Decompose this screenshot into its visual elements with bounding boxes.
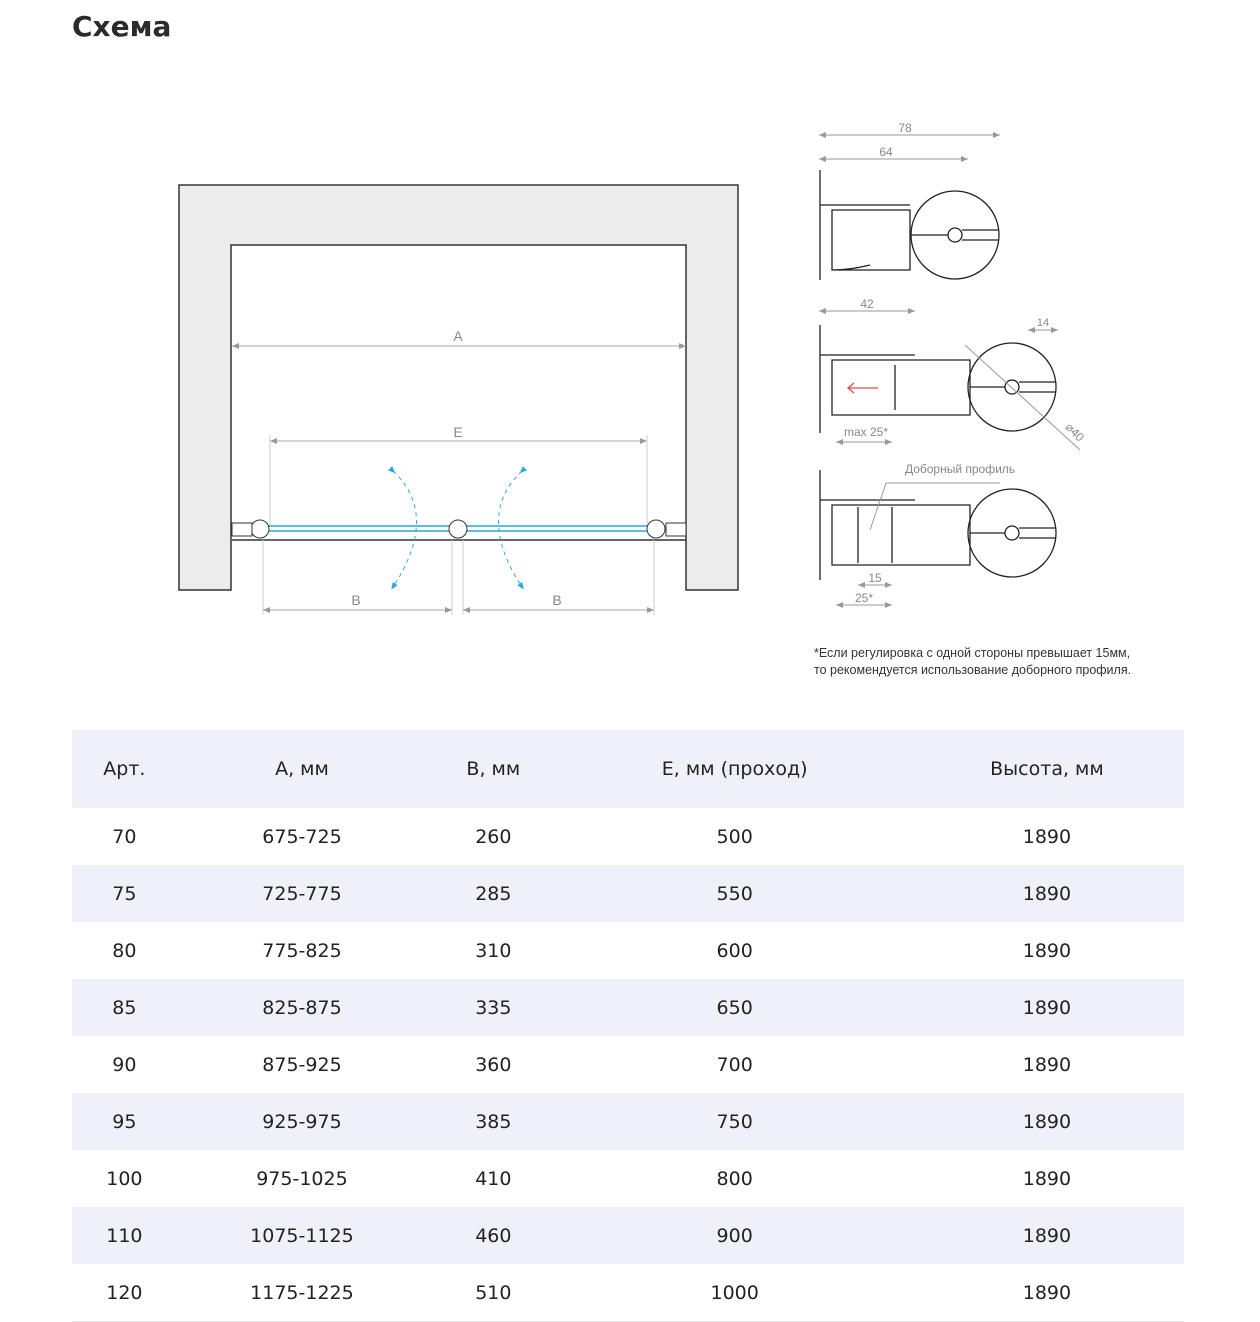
label-b-left: B (351, 592, 360, 608)
table-cell: 510 (427, 1264, 560, 1322)
table-cell: 1000 (559, 1264, 910, 1322)
table-row: 85 825-875 335 650 1890 (72, 979, 1184, 1036)
label-e: E (453, 424, 462, 440)
table-cell: 85 (72, 979, 177, 1036)
table-cell: 1890 (909, 1264, 1184, 1322)
table-row: 95 925-975 385 750 1890 (72, 1093, 1184, 1150)
profile-2 (819, 325, 1057, 433)
profile-1 (819, 170, 1000, 280)
table-cell: 285 (427, 865, 560, 922)
table-cell: 925-975 (176, 1093, 428, 1150)
table-cell: 385 (427, 1093, 560, 1150)
table-cell: 460 (427, 1207, 560, 1264)
table-cell: 1175-1225 (176, 1264, 428, 1322)
table-cell: 100 (106, 1167, 143, 1190)
profile-3 (819, 470, 1057, 580)
column-header: B, мм (427, 730, 560, 808)
table-cell: 90 (112, 1053, 137, 1076)
table-cell: 1075-1125 (176, 1207, 428, 1264)
dim-15: 15 (868, 571, 882, 585)
table-row: 100 975-1025 410 800 1890 (72, 1150, 1184, 1207)
table-cell: 725-775 (176, 865, 428, 922)
sizes-table: Арт. A, мм B, мм E, мм (проход) Высота, мм 7… (72, 730, 1184, 1322)
table-row: 110 1075-1125 460 900 1890 (72, 1207, 1184, 1264)
dim-25: 25* (855, 591, 873, 605)
table-cell: 310 (475, 939, 512, 962)
dim-78: 78 (898, 121, 912, 135)
glass-left (261, 525, 456, 532)
table-cell: 120 (72, 1264, 177, 1322)
table-row: 70 675-725 260 500 1890 (72, 808, 1184, 865)
table-row: 75 725-775 285 550 1890 (72, 865, 1184, 922)
adjust-arrow-icon (846, 382, 878, 394)
hinge-center (448, 519, 468, 539)
table-cell: 550 (559, 865, 910, 922)
label-a: A (453, 328, 463, 344)
table-cell: 875-925 (262, 1053, 342, 1076)
table-cell: 900 (559, 1207, 910, 1264)
table-cell: 1890 (909, 1093, 1184, 1150)
table-cell: 500 (716, 825, 753, 848)
table-cell: 410 (475, 1167, 512, 1190)
table-header-row: Арт. A, мм B, мм E, мм (проход) Высота, мм (72, 730, 1184, 808)
dim-diam40: ⌀40 (1063, 420, 1088, 445)
table-cell: 800 (716, 1167, 753, 1190)
table-cell: 600 (716, 939, 753, 962)
table-cell: 335 (427, 979, 560, 1036)
table-cell: 1890 (1022, 939, 1072, 962)
table-cell: 110 (72, 1207, 177, 1264)
table-cell: 80 (112, 939, 137, 962)
table-cell: 650 (559, 979, 910, 1036)
table-cell: 360 (475, 1053, 512, 1076)
profile-diagrams: 78 64 42 14 max 25* ⌀40 Доборный профиль… (819, 121, 1088, 608)
table-cell: 825-875 (176, 979, 428, 1036)
table-cell: 1890 (909, 865, 1184, 922)
column-header: Арт. (72, 730, 177, 808)
table-cell: 75 (72, 865, 177, 922)
table-row: 80 775-825 310 600 1890 (72, 922, 1184, 979)
page-title: Схема (72, 10, 172, 43)
hinge-right (646, 519, 666, 539)
table-cell: 1890 (1022, 1167, 1072, 1190)
note-line-2: то рекомендуется использование доборного… (814, 663, 1132, 677)
table-cell: 260 (475, 825, 512, 848)
column-header: E, мм (проход) (559, 730, 910, 808)
table-cell: 1890 (1022, 1053, 1072, 1076)
table-cell: 750 (559, 1093, 910, 1150)
table-cell: 775-825 (262, 939, 342, 962)
note-line-1: *Если регулировка с одной стороны превыш… (814, 646, 1131, 660)
table-cell: 675-725 (262, 825, 342, 848)
table-cell: 1890 (1022, 825, 1072, 848)
dim-64: 64 (879, 145, 893, 159)
shower-plan-diagram: A E B B (178, 184, 739, 615)
column-header: Высота, мм (909, 730, 1184, 808)
dim-14: 14 (1037, 317, 1049, 329)
table-cell: 70 (112, 825, 137, 848)
table-cell: 975-1025 (256, 1167, 348, 1190)
swing-arrows (388, 466, 527, 590)
column-header: A, мм (176, 730, 428, 808)
table-cell: 95 (72, 1093, 177, 1150)
table-body: 70 675-725 260 500 1890 75 725-775 285 550 1890 80… (72, 808, 1184, 1322)
wall-outline (178, 184, 739, 591)
label-b-right: B (552, 592, 561, 608)
table-cell: 1890 (909, 979, 1184, 1036)
table-row: 120 1175-1225 510 1000 1890 (72, 1264, 1184, 1322)
extra-profile-label: Доборный профиль (905, 462, 1015, 476)
glass-right (462, 525, 657, 532)
hinge-left (250, 519, 270, 539)
table-cell: 1890 (909, 1207, 1184, 1264)
dim-42: 42 (860, 297, 874, 311)
dim-max25: max 25* (844, 425, 888, 439)
adjustment-note: *Если регулировка с одной стороны превыш… (814, 645, 1131, 679)
table-row: 90 875-925 360 700 1890 (72, 1036, 1184, 1093)
table-cell: 700 (716, 1053, 753, 1076)
